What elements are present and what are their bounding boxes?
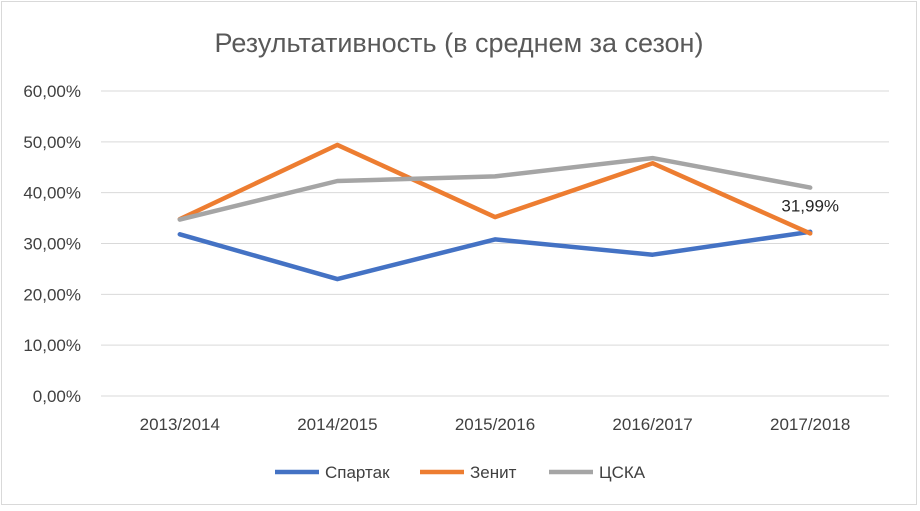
chart-title: Результативность (в среднем за сезон) bbox=[215, 28, 704, 58]
y-tick-label: 40,00% bbox=[23, 184, 81, 203]
y-tick-label: 0,00% bbox=[33, 387, 81, 406]
series-line bbox=[177, 229, 813, 282]
x-axis-ticks: 2013/2014 2014/2015 2015/2016 2016/2017 2017… bbox=[140, 415, 851, 434]
y-tick-label: 60,00% bbox=[23, 82, 81, 101]
x-tick-label: 2017/2018 bbox=[770, 415, 850, 434]
legend-label: ЦСКА bbox=[599, 463, 646, 482]
series-line bbox=[177, 155, 813, 222]
series-lines bbox=[177, 142, 813, 282]
data-label: 31,99% bbox=[781, 196, 839, 215]
legend-label: Зенит bbox=[470, 463, 517, 482]
y-tick-label: 30,00% bbox=[23, 235, 81, 254]
x-tick-label: 2013/2014 bbox=[140, 415, 220, 434]
x-tick-label: 2014/2015 bbox=[297, 415, 377, 434]
y-tick-label: 10,00% bbox=[23, 336, 81, 355]
series-line bbox=[177, 142, 813, 236]
y-tick-label: 20,00% bbox=[23, 285, 81, 304]
legend-label: Спартак bbox=[325, 463, 390, 482]
x-tick-label: 2015/2016 bbox=[455, 415, 535, 434]
x-tick-label: 2016/2017 bbox=[612, 415, 692, 434]
y-axis-ticks: 0,00% 10,00% 20,00% 30,00% 40,00% 50,00% 60,00… bbox=[23, 82, 81, 406]
legend: Спартак Зенит ЦСКА bbox=[275, 463, 646, 482]
y-tick-label: 50,00% bbox=[23, 133, 81, 152]
data-labels: 31,99% bbox=[781, 196, 839, 215]
